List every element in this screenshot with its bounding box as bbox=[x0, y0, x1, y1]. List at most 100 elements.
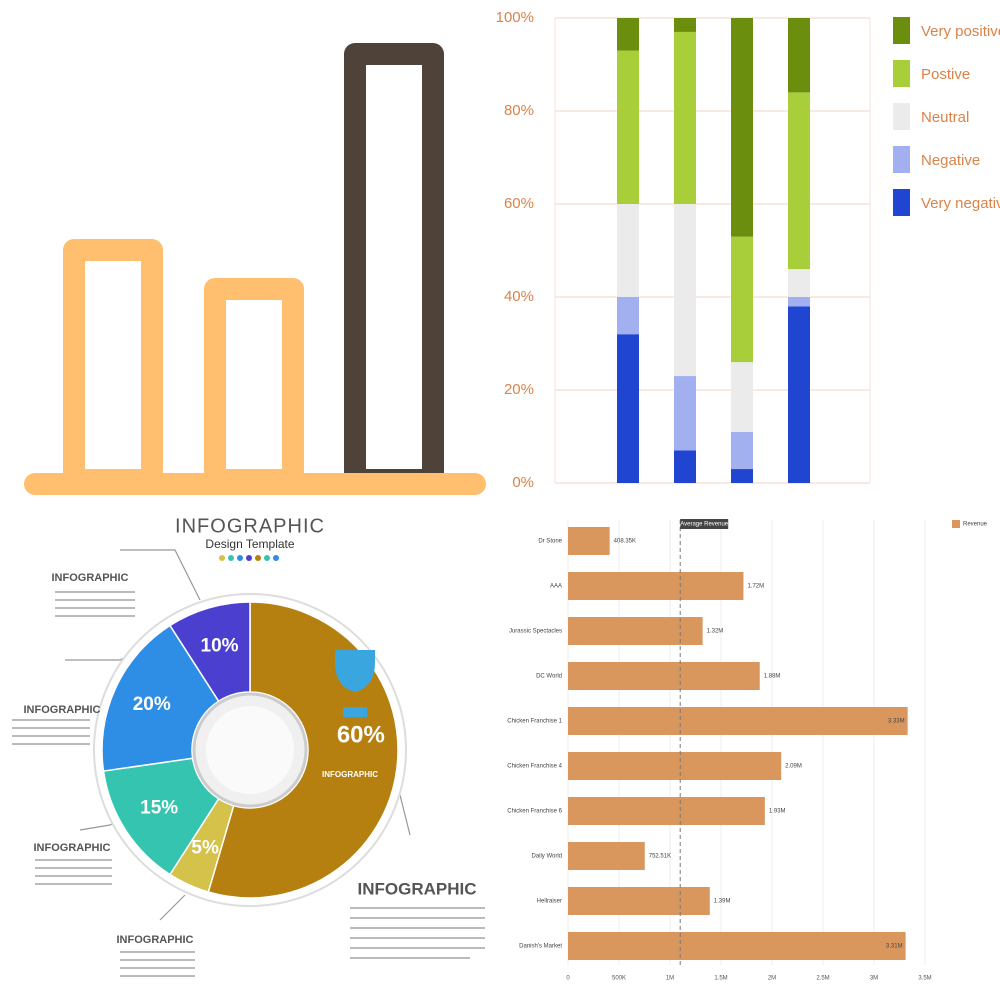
bar-segment bbox=[731, 18, 753, 237]
y-tick-label: 20% bbox=[504, 381, 534, 398]
bar-segment bbox=[674, 450, 696, 483]
x-tick-label: 500K bbox=[612, 976, 626, 982]
pie-slice bbox=[101, 624, 220, 772]
bar-segment bbox=[617, 297, 639, 335]
hub-inner bbox=[206, 706, 294, 794]
legend-swatch bbox=[893, 17, 910, 44]
x-tick-label: 3.5M bbox=[918, 976, 931, 982]
bar-segment bbox=[674, 376, 696, 451]
bar-segment bbox=[617, 18, 639, 51]
y-tick-label: 0% bbox=[512, 474, 534, 491]
legend-label: Postive bbox=[921, 66, 970, 83]
value-label: 1.88M bbox=[764, 674, 781, 680]
bar-segment bbox=[731, 362, 753, 432]
bar bbox=[568, 707, 908, 735]
legend-label: Negative bbox=[921, 152, 980, 169]
y-tick-label: 60% bbox=[504, 195, 534, 212]
slice-label: 5% bbox=[191, 837, 219, 858]
y-tick-label: Chicken Franchise 1 bbox=[507, 719, 562, 725]
value-label: 3.33M bbox=[888, 719, 905, 725]
bar bbox=[568, 662, 760, 690]
y-tick-label: Chicken Franchise 4 bbox=[507, 764, 562, 770]
value-label: 3.31M bbox=[886, 944, 903, 950]
legend-swatch bbox=[893, 146, 910, 173]
slice-label: 10% bbox=[201, 635, 239, 656]
pie-slice bbox=[102, 757, 220, 876]
y-tick-label: Hellraiser bbox=[537, 899, 562, 905]
x-tick-label: 2.5M bbox=[816, 976, 829, 982]
legend-swatch bbox=[893, 60, 910, 87]
bar-segment bbox=[788, 18, 810, 93]
legend-label: Very negative bbox=[921, 195, 1000, 212]
bar-segment bbox=[731, 236, 753, 363]
y-tick-label: Daily World bbox=[531, 854, 562, 860]
value-label: 1.39M bbox=[714, 899, 731, 905]
y-tick-label: 100% bbox=[496, 9, 534, 26]
x-tick-label: 0 bbox=[566, 976, 570, 982]
icon-bar bbox=[344, 43, 444, 491]
title: INFOGRAPHIC bbox=[175, 515, 325, 537]
dot bbox=[219, 555, 225, 561]
annotation: INFOGRAPHIC bbox=[34, 842, 111, 854]
value-label: 1.72M bbox=[747, 584, 764, 590]
legend-swatch bbox=[893, 189, 910, 216]
dot bbox=[246, 555, 252, 561]
dot bbox=[255, 555, 261, 561]
bar bbox=[568, 932, 906, 960]
y-tick-label: DC World bbox=[536, 674, 562, 680]
slice-label: 60% bbox=[337, 721, 385, 748]
x-tick-label: 3M bbox=[870, 976, 878, 982]
y-tick-label: AAA bbox=[550, 584, 562, 590]
value-label: 752.51K bbox=[649, 854, 671, 860]
legend-label: Revenue bbox=[963, 522, 988, 528]
annotation: INFOGRAPHIC bbox=[117, 934, 194, 946]
legend-swatch bbox=[893, 103, 910, 130]
bar-icon bbox=[24, 43, 486, 495]
average-box bbox=[680, 519, 729, 529]
bar-segment bbox=[788, 269, 810, 297]
dot bbox=[228, 555, 234, 561]
bar-segment bbox=[731, 431, 753, 470]
bar bbox=[568, 572, 744, 600]
legend-label: Neutral bbox=[921, 109, 969, 126]
legend-label: Very positive bbox=[921, 23, 1000, 40]
bar bbox=[568, 527, 610, 555]
trophy bbox=[335, 650, 375, 717]
x-tick-label: 1.5M bbox=[714, 976, 727, 982]
value-label: 1.93M bbox=[769, 809, 786, 815]
y-tick-label: Dr Stone bbox=[538, 539, 562, 545]
bar bbox=[568, 797, 765, 825]
annotation: INFOGRAPHIC bbox=[24, 704, 101, 716]
subtitle: Design Template bbox=[205, 537, 294, 551]
y-tick-label: Danish's Market bbox=[519, 944, 562, 950]
annotation: INFOGRAPHIC bbox=[52, 572, 129, 584]
bar-segment bbox=[674, 18, 696, 32]
value-label: 2.09M bbox=[785, 764, 802, 770]
average-label: Average Revenue bbox=[680, 522, 729, 528]
dot bbox=[273, 555, 279, 561]
pie-slice bbox=[168, 601, 251, 703]
bar bbox=[568, 887, 710, 915]
icon-bar bbox=[63, 239, 163, 491]
y-tick-label: 80% bbox=[504, 102, 534, 119]
slice-label: 15% bbox=[140, 797, 178, 818]
icon-bar bbox=[204, 278, 304, 491]
bar-segment bbox=[617, 204, 639, 297]
bar-segment bbox=[674, 204, 696, 377]
value-label: 408.35K bbox=[614, 539, 636, 545]
bar-segment bbox=[617, 334, 639, 483]
dot bbox=[237, 555, 243, 561]
y-tick-label: Jurassic Spectacles bbox=[509, 629, 562, 635]
lorem-lines bbox=[12, 591, 485, 977]
slice-label: 20% bbox=[133, 694, 171, 715]
bar-segment bbox=[731, 469, 753, 483]
bar-segment bbox=[788, 306, 810, 483]
x-tick-label: 2M bbox=[768, 976, 776, 982]
bar bbox=[568, 617, 703, 645]
bar bbox=[568, 752, 782, 780]
y-tick-label: Chicken Franchise 6 bbox=[507, 809, 562, 815]
bar-segment bbox=[617, 50, 639, 204]
legend-swatch bbox=[952, 520, 960, 528]
annotation: INFOGRAPHIC bbox=[322, 770, 378, 779]
